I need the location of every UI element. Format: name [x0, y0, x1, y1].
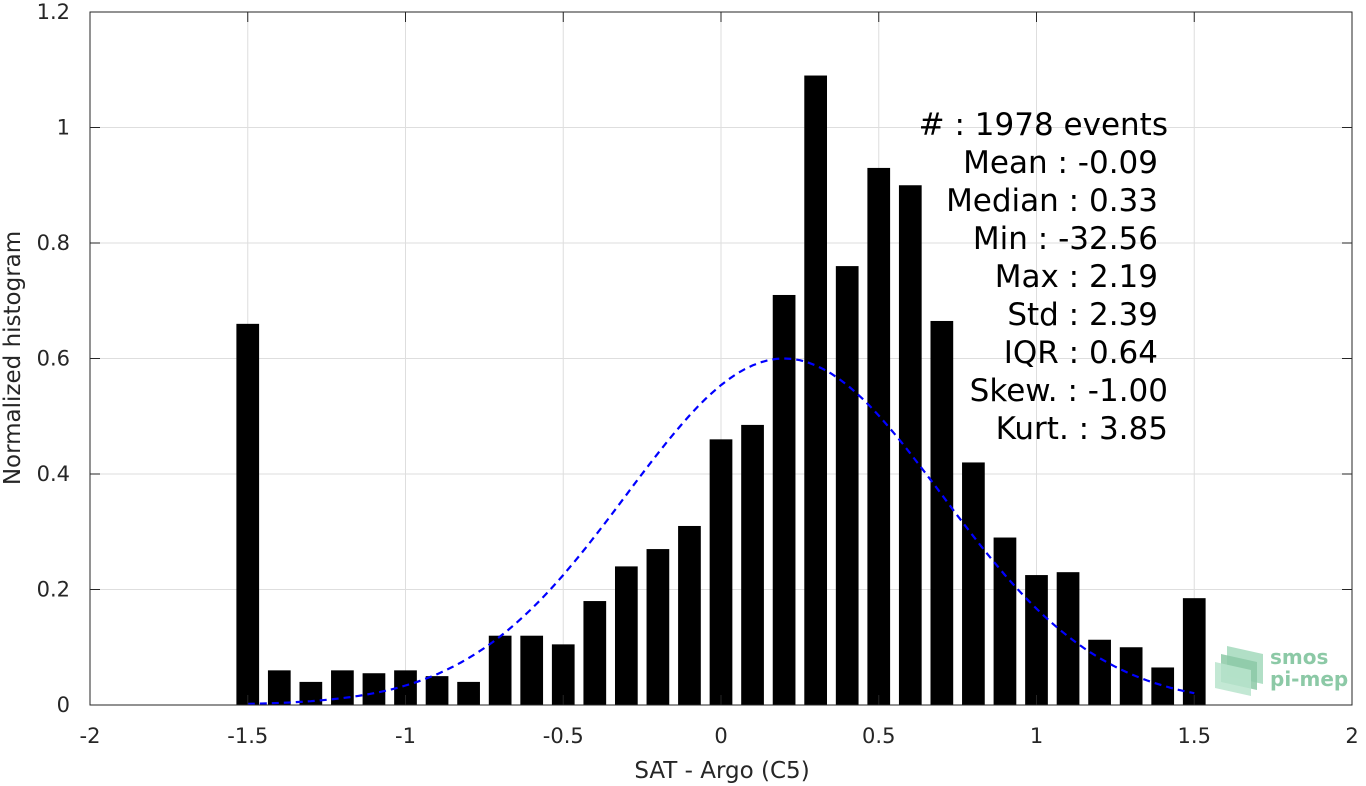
- histogram-bar: [614, 566, 638, 705]
- stat-line: Kurt. : 3.85: [996, 411, 1168, 447]
- y-tick-label: 1.2: [37, 0, 70, 24]
- x-tick-label: 0.5: [862, 724, 895, 748]
- histogram-bar: [1088, 639, 1111, 705]
- logo-line2: pi-mep: [1270, 667, 1348, 691]
- stat-line: Std : 2.39: [1007, 297, 1158, 333]
- fit-curve: [247, 357, 1195, 705]
- histogram-bar: [1119, 647, 1143, 705]
- histogram-bar: [804, 75, 828, 705]
- x-tick-label: -2: [80, 724, 101, 748]
- x-tick-labels: -2 -1.5 -1 -0.5 0 0.5 1 1.5 2: [80, 724, 1359, 748]
- x-tick-label: -0.5: [543, 724, 584, 748]
- histogram-bar: [457, 681, 480, 705]
- x-tick-label: -1: [395, 724, 416, 748]
- y-axis-label: Normalized histogram: [0, 231, 26, 485]
- histogram-bar: [962, 462, 985, 705]
- histogram-bar: [520, 635, 544, 705]
- histogram-bar: [1056, 572, 1080, 705]
- x-axis-label: SAT - Argo (C5): [634, 758, 809, 784]
- axes-box: [89, 11, 1353, 706]
- stat-line: Skew. : -1.00: [970, 373, 1168, 409]
- histogram-bar: [898, 185, 922, 705]
- x-tick-label: 2: [1345, 724, 1358, 748]
- histogram-bar: [772, 294, 796, 705]
- histogram-bar: [394, 670, 417, 705]
- stat-line: # : 1978 events: [919, 107, 1168, 143]
- histogram-bar: [267, 670, 291, 705]
- histogram-bar: [867, 167, 891, 706]
- histogram-bar: [583, 601, 607, 705]
- histogram-bar: [488, 635, 512, 705]
- stat-line: Max : 2.19: [995, 259, 1158, 295]
- axes: [89, 11, 1353, 706]
- histogram-bar: [930, 320, 954, 705]
- histogram-bar: [362, 673, 386, 705]
- y-tick-label: 0.6: [37, 347, 70, 371]
- y-tick-label: 1: [57, 116, 70, 140]
- stat-line: Median : 0.33: [946, 183, 1158, 219]
- histogram-bar: [835, 266, 859, 705]
- smos-pi-mep-logo: smos pi-mep: [1215, 645, 1348, 696]
- histogram-bar: [741, 424, 764, 705]
- y-tick-label: 0: [57, 693, 70, 717]
- logo-line1: smos: [1270, 645, 1328, 669]
- histogram-bar: [236, 323, 260, 705]
- stat-line: Mean : -0.09: [963, 145, 1158, 181]
- histogram-bar: [299, 681, 323, 705]
- y-tick-label: 0.2: [37, 578, 70, 602]
- x-tick-label: 1.5: [1178, 724, 1211, 748]
- logo-icon: [1215, 646, 1263, 696]
- x-tick-label: 1: [1030, 724, 1043, 748]
- histogram-bar: [709, 439, 733, 705]
- y-tick-label: 0.4: [37, 462, 70, 486]
- histogram-bar: [1025, 575, 1048, 705]
- x-tick-label: -1.5: [227, 724, 268, 748]
- bars: [236, 75, 1206, 706]
- y-tick-labels: 0 0.2 0.4 0.6 0.8 1 1.2: [37, 0, 70, 717]
- stat-line: IQR : 0.64: [1004, 335, 1158, 371]
- histogram-bar: [993, 537, 1017, 705]
- stat-line: Min : -32.56: [973, 221, 1158, 257]
- y-tick-label: 0.8: [37, 231, 70, 255]
- histogram-bar: [1182, 598, 1206, 705]
- histogram-bar: [425, 676, 449, 705]
- histogram-bar: [551, 644, 575, 705]
- histogram-bar: [1151, 667, 1175, 705]
- histogram-bar: [646, 549, 670, 705]
- x-tick-label: 0: [714, 724, 727, 748]
- histogram-bar: [678, 525, 701, 705]
